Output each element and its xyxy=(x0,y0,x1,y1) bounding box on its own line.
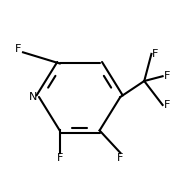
Text: F: F xyxy=(15,44,21,54)
Text: N: N xyxy=(28,92,37,102)
Text: F: F xyxy=(57,153,63,163)
Text: F: F xyxy=(163,100,170,110)
Text: F: F xyxy=(117,153,124,163)
Text: F: F xyxy=(152,49,159,59)
Text: F: F xyxy=(163,71,170,81)
